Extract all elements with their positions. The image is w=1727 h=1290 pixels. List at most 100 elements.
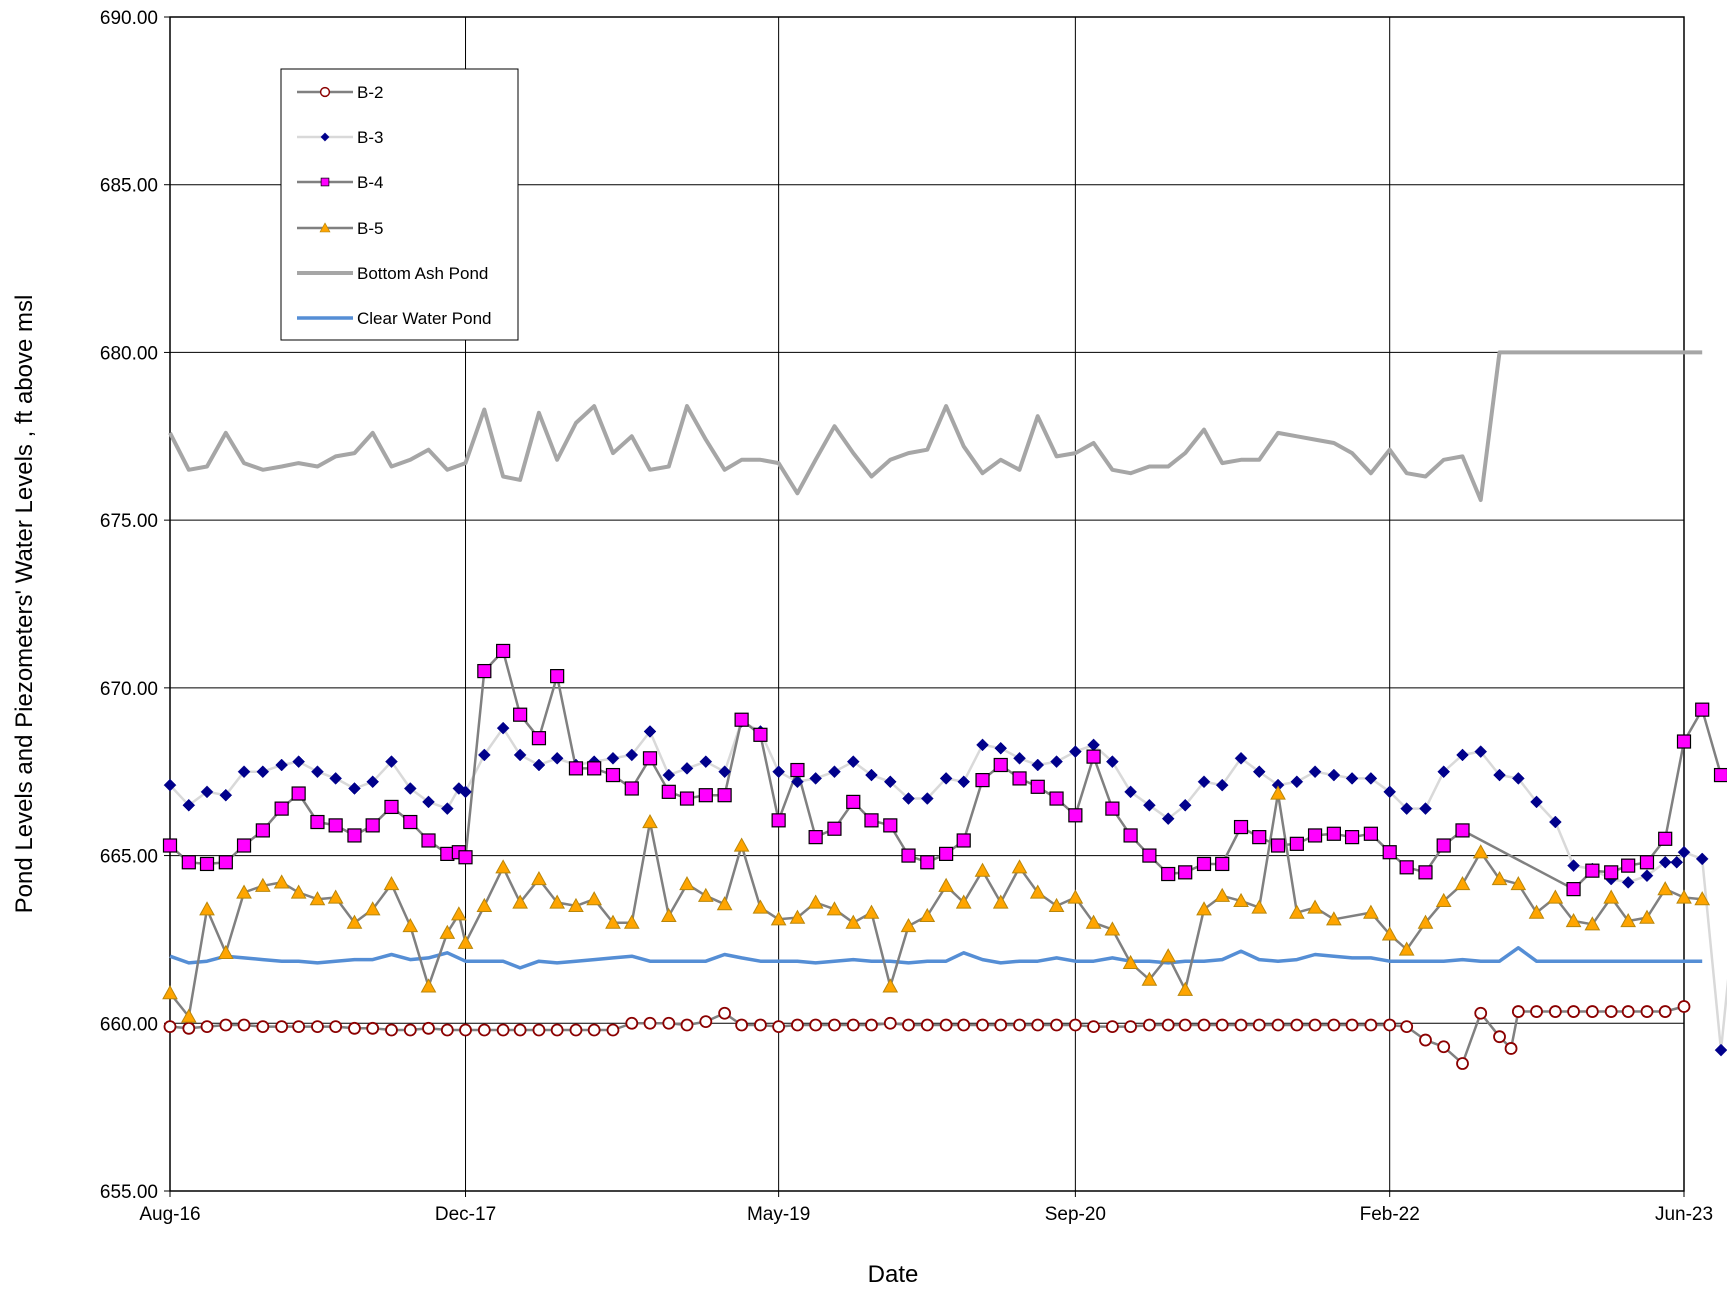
point-b-3 xyxy=(902,792,915,805)
point-b-4 xyxy=(1585,863,1600,878)
point-b-4 xyxy=(236,838,252,853)
point-b-2 xyxy=(1050,1018,1063,1032)
point-b-4 xyxy=(901,848,916,863)
point-b-2 xyxy=(1345,1018,1359,1032)
point-b-5 xyxy=(346,914,363,929)
point-b-4 xyxy=(587,761,602,776)
point-b-3 xyxy=(1714,1043,1727,1057)
point-b-2 xyxy=(1290,1018,1304,1032)
series-markers xyxy=(162,643,1727,1070)
point-b-2 xyxy=(440,1023,454,1037)
point-b-5 xyxy=(364,901,381,916)
legend-label-b2: B-2 xyxy=(357,83,383,102)
point-b-5 xyxy=(1141,971,1158,986)
point-b-2 xyxy=(550,1023,564,1037)
point-b-2 xyxy=(902,1018,915,1032)
point-b-4 xyxy=(661,784,676,799)
point-b-3 xyxy=(163,778,177,792)
point-b-5 xyxy=(955,894,972,909)
point-b-2 xyxy=(606,1023,620,1037)
point-b-2 xyxy=(532,1023,546,1037)
plot-area-border xyxy=(169,16,1685,1192)
point-b-2 xyxy=(680,1018,694,1032)
legend-label-bottom-ash-pond: Bottom Ash Pond xyxy=(357,264,488,283)
point-b-5 xyxy=(236,884,252,899)
legend-marker-b-3 xyxy=(320,132,330,142)
point-b-5 xyxy=(549,894,565,909)
point-b-5 xyxy=(450,906,467,921)
legend-label-b5: B-5 xyxy=(357,219,383,238)
y-tick-label: 675.00 xyxy=(100,511,158,532)
point-b-4 xyxy=(1270,838,1286,853)
point-b-5 xyxy=(1472,844,1489,859)
point-b-5 xyxy=(439,924,456,939)
point-b-3 xyxy=(846,755,860,769)
point-b-5 xyxy=(845,914,862,929)
point-b-5 xyxy=(162,985,178,1000)
point-b-3 xyxy=(532,758,546,772)
point-b-4 xyxy=(827,821,842,836)
point-b-4 xyxy=(1215,856,1230,872)
point-b-5 xyxy=(900,917,917,933)
point-b-4 xyxy=(1399,860,1414,875)
point-b-4 xyxy=(717,788,732,803)
y-tick-label: 660.00 xyxy=(100,1014,158,1035)
point-b-3 xyxy=(772,765,785,779)
legend: B-2 B-3 B-4 B-5 Bottom Ash Pond Clear Wa… xyxy=(280,68,519,341)
point-b-3 xyxy=(275,758,289,772)
point-b-3 xyxy=(477,748,491,762)
point-b-3 xyxy=(1419,802,1432,815)
point-b-4 xyxy=(1012,771,1027,786)
point-b-4 xyxy=(550,669,565,684)
point-b-5 xyxy=(1435,892,1452,907)
point-b-2 xyxy=(200,1020,214,1034)
point-b-4 xyxy=(753,727,768,742)
point-b-2 xyxy=(772,1020,786,1034)
point-b-3 xyxy=(1308,765,1322,779)
point-b-3 xyxy=(1493,768,1506,782)
point-b-4 xyxy=(310,814,325,830)
point-b-5 xyxy=(1270,785,1286,800)
point-b-5 xyxy=(789,909,806,924)
point-b-4 xyxy=(1030,779,1045,794)
point-b-5 xyxy=(586,891,603,906)
point-b-4 xyxy=(1142,848,1157,863)
point-b-5 xyxy=(882,978,899,993)
point-b-3 xyxy=(1474,745,1488,758)
point-b-5 xyxy=(1067,889,1084,904)
point-b-3 xyxy=(643,725,657,738)
legend-box xyxy=(280,68,519,341)
point-b-4 xyxy=(1307,828,1323,843)
point-b-4 xyxy=(1105,801,1120,816)
legend-label-clear-water-pond: Clear Water Pond xyxy=(357,309,491,328)
point-b-2 xyxy=(718,1006,732,1020)
legend-marker-b-2 xyxy=(319,86,331,98)
point-b-2 xyxy=(477,1023,491,1037)
point-b-3 xyxy=(1178,798,1192,812)
point-b-5 xyxy=(1029,884,1046,899)
point-b-2 xyxy=(219,1018,233,1032)
point-b-2 xyxy=(1068,1018,1082,1032)
point-b-3 xyxy=(920,792,934,805)
x-tick-label: May-19 xyxy=(747,1204,810,1225)
point-b-5 xyxy=(863,904,880,919)
point-b-2 xyxy=(348,1021,361,1035)
point-b-2 xyxy=(1308,1018,1322,1032)
point-b-2 xyxy=(828,1018,841,1032)
point-b-4 xyxy=(365,818,380,833)
x-tick-label: Jun-23 xyxy=(1655,1204,1713,1225)
point-b-4 xyxy=(274,801,289,816)
point-b-3 xyxy=(1197,775,1211,789)
point-b-5 xyxy=(1603,889,1620,904)
point-b-5 xyxy=(1694,891,1711,906)
point-b-3 xyxy=(662,768,676,782)
point-b-3 xyxy=(791,775,804,789)
point-b-2 xyxy=(1437,1040,1451,1054)
point-b-3 xyxy=(1031,758,1045,772)
point-b-4 xyxy=(531,731,547,746)
point-b-5 xyxy=(1528,904,1545,919)
point-b-4 xyxy=(513,707,528,722)
point-b-5 xyxy=(1639,909,1655,924)
point-b-2 xyxy=(237,1018,251,1032)
point-b-2 xyxy=(735,1018,749,1032)
